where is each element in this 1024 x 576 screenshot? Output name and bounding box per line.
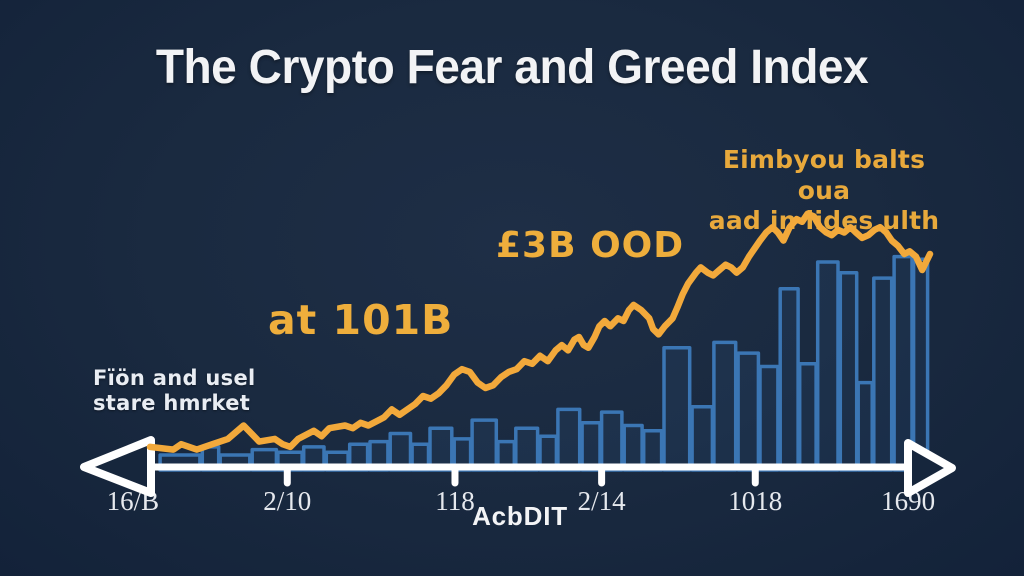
price-bar — [872, 276, 894, 472]
price-bar — [556, 407, 582, 472]
price-bar — [758, 364, 780, 472]
price-bar — [778, 287, 800, 472]
x-tick-label: 1018 — [728, 486, 782, 516]
fear-greed-line — [146, 210, 934, 453]
price-bar — [911, 257, 930, 472]
annotation-right-note-line1: Eimbyou balts oua — [722, 145, 926, 205]
x-tick-label: 2/14 — [578, 486, 627, 516]
axis-arrow-left-icon — [80, 436, 155, 497]
x-tick-label: 2/10 — [263, 486, 311, 516]
price-bar — [622, 423, 644, 472]
price-bar — [892, 254, 914, 472]
annotation-left-note: Fïön and usel stare hmrket — [93, 366, 256, 416]
price-bar — [599, 410, 624, 472]
price-bar — [580, 421, 602, 472]
annotation-left-note-line2: stare hmrket — [93, 390, 251, 415]
price-bar — [470, 418, 499, 472]
annotation-at-101b: at 101B — [268, 296, 454, 344]
price-bar — [690, 404, 715, 472]
price-bar — [736, 351, 761, 472]
price-bar — [662, 346, 692, 472]
annotation-left-note-line1: Fïön and usel — [93, 366, 256, 390]
price-bar — [838, 270, 859, 472]
price-bar — [815, 260, 840, 472]
page-title: The Crypto Fear and Greed Index — [155, 41, 869, 94]
axis-arrow-right-icon — [904, 439, 956, 497]
price-bar — [797, 362, 818, 472]
brand-logo: AcbDIT — [472, 501, 568, 531]
price-bar — [856, 380, 874, 472]
price-bar — [712, 340, 738, 472]
annotation-3b-ood: £3B OOD — [496, 225, 685, 266]
x-tick-label: 118 — [435, 486, 475, 516]
